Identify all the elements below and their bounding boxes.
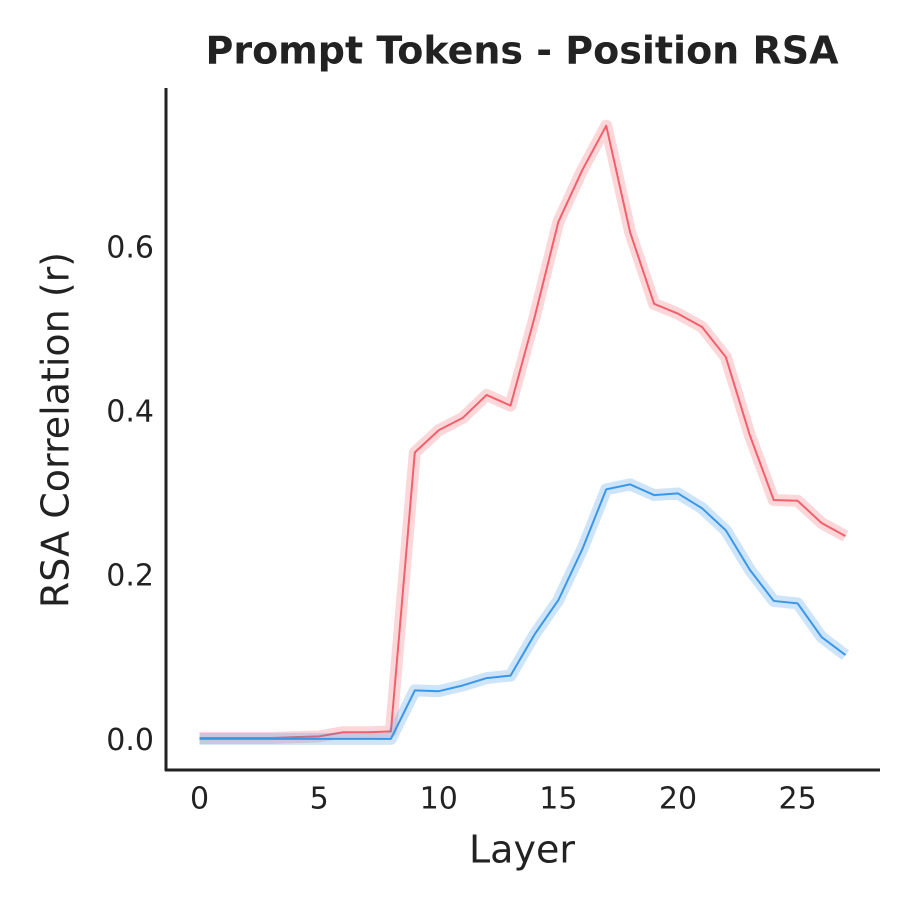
x-tick-label: 25 xyxy=(779,782,817,817)
y-tick-label: 0.4 xyxy=(106,394,154,429)
x-tick-label: 15 xyxy=(539,782,577,817)
y-tick-label: 0.6 xyxy=(106,230,154,265)
x-tick-label: 0 xyxy=(190,782,209,817)
line xyxy=(199,124,846,739)
line-band xyxy=(199,478,850,745)
y-axis-label: RSA Correlation (r) xyxy=(34,252,78,608)
x-tick-label: 20 xyxy=(659,782,697,817)
chart-title: Prompt Tokens - Position RSA xyxy=(205,29,839,73)
x-tick-label: 5 xyxy=(310,782,329,817)
x-tick-label: 10 xyxy=(420,782,458,817)
x-axis-label: Layer xyxy=(469,828,575,872)
y-tick-label: 0.0 xyxy=(106,723,154,758)
y-tick-label: 0.2 xyxy=(106,559,154,594)
line xyxy=(199,483,847,740)
